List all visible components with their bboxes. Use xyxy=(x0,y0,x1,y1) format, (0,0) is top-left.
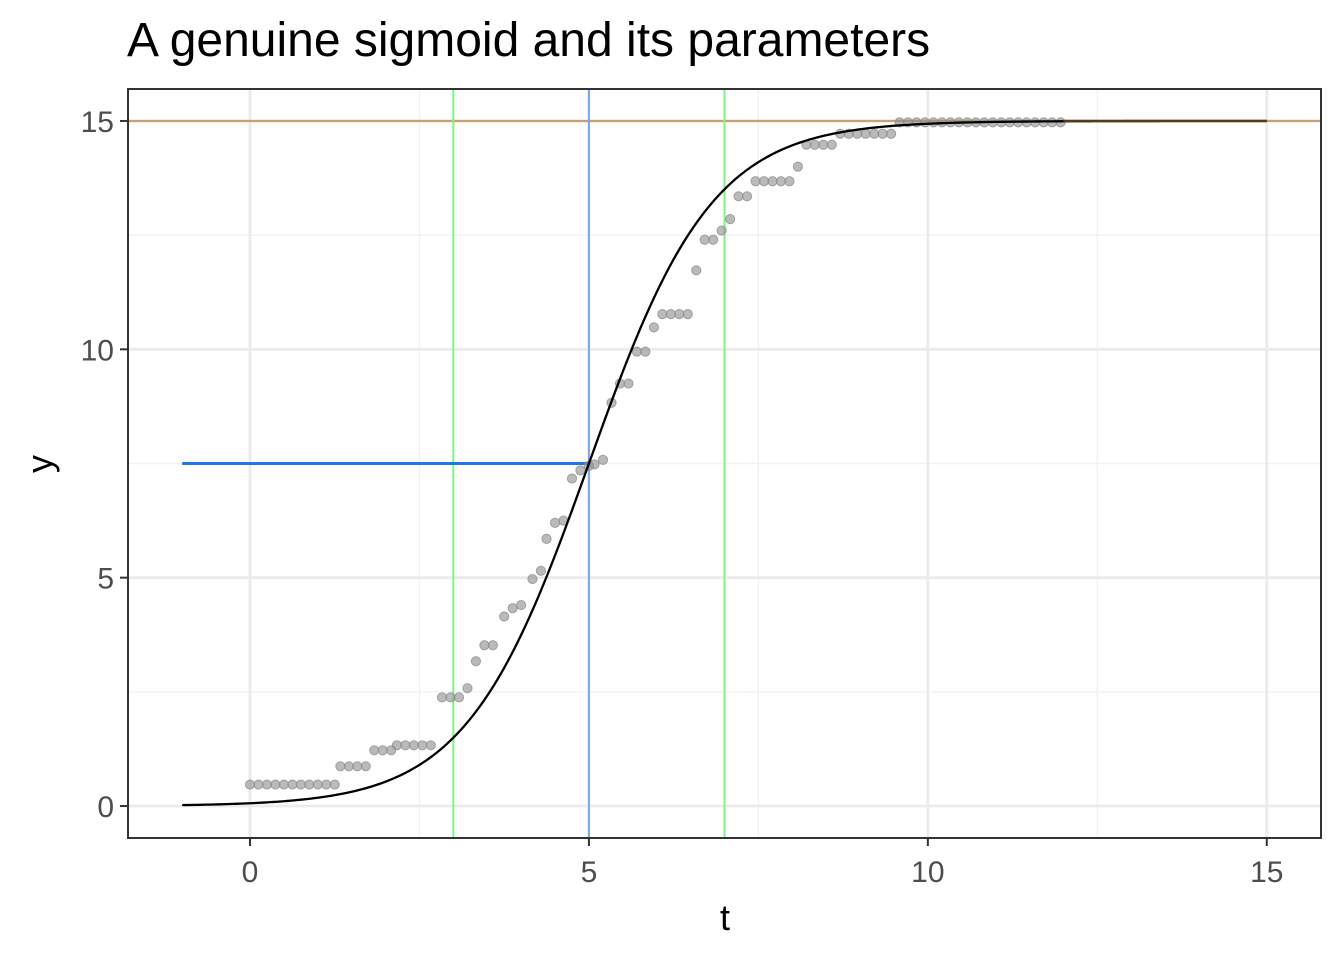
data-point xyxy=(436,692,448,703)
data-point xyxy=(775,176,787,187)
y-tick-label: 0 xyxy=(97,791,114,824)
data-point xyxy=(462,683,473,694)
data-point xyxy=(575,465,586,476)
data-point xyxy=(784,176,795,187)
data-point xyxy=(818,139,829,150)
data-point xyxy=(665,309,676,320)
data-point xyxy=(417,740,428,751)
data-point xyxy=(470,656,482,667)
x-axis: 0 5 10 15 xyxy=(242,838,1283,889)
data-point xyxy=(445,692,456,703)
data-point xyxy=(535,565,547,576)
data-point xyxy=(725,214,736,225)
x-tick-label: 5 xyxy=(581,856,598,889)
data-point xyxy=(335,761,346,772)
data-point xyxy=(369,745,380,756)
data-point xyxy=(312,779,323,790)
data-point xyxy=(767,176,778,187)
data-point xyxy=(549,517,561,528)
data-point xyxy=(758,176,770,187)
data-point xyxy=(809,139,820,150)
data-point xyxy=(597,454,609,465)
data-point xyxy=(741,191,753,202)
data-point xyxy=(343,761,354,772)
y-tick-label: 5 xyxy=(97,563,114,596)
data-point xyxy=(453,692,465,703)
data-point xyxy=(733,191,744,202)
data-point xyxy=(352,761,363,772)
data-point xyxy=(507,603,518,614)
data-point xyxy=(329,779,340,790)
data-point xyxy=(682,309,693,320)
data-point xyxy=(425,740,436,751)
y-tick-label: 15 xyxy=(81,106,114,139)
x-axis-title: t xyxy=(720,897,730,938)
data-point xyxy=(253,779,264,790)
data-point xyxy=(261,779,273,790)
data-point xyxy=(750,176,761,187)
y-axis-title: y xyxy=(19,455,60,473)
data-point xyxy=(566,473,578,484)
data-point xyxy=(408,740,419,751)
plot-panel xyxy=(127,88,1322,839)
data-point xyxy=(716,225,727,236)
data-point xyxy=(640,346,651,357)
data-point xyxy=(304,779,315,790)
data-point xyxy=(391,740,402,751)
data-point xyxy=(860,128,871,139)
data-point xyxy=(691,265,702,276)
data-point xyxy=(623,378,634,389)
data-point xyxy=(278,779,290,790)
data-point xyxy=(631,346,643,357)
data-point xyxy=(648,322,659,333)
data-point xyxy=(479,640,490,651)
data-point xyxy=(657,309,668,320)
data-point xyxy=(699,234,710,245)
data-point xyxy=(400,740,411,751)
data-point xyxy=(886,128,897,139)
data-point xyxy=(377,745,388,756)
panel-border xyxy=(127,88,1322,839)
data-point xyxy=(244,779,256,790)
data-point xyxy=(826,139,837,150)
data-point xyxy=(792,161,804,172)
x-tick-label: 15 xyxy=(1250,856,1283,889)
data-point xyxy=(487,640,498,651)
data-point xyxy=(869,128,880,139)
data-point xyxy=(919,117,931,128)
data-point xyxy=(674,309,685,320)
data-point xyxy=(877,128,888,139)
data-point xyxy=(708,234,719,245)
y-tick-label: 10 xyxy=(81,334,114,367)
sigmoid-curve-layer xyxy=(182,119,1267,807)
y-axis: 0 5 10 15 xyxy=(81,106,128,824)
data-point xyxy=(527,573,538,585)
data-point xyxy=(270,779,281,790)
data-point xyxy=(360,761,371,772)
data-point xyxy=(295,779,306,790)
data-point xyxy=(499,611,510,622)
chart-title: A genuine sigmoid and its parameters xyxy=(127,14,930,67)
data-point xyxy=(321,779,332,790)
data-point xyxy=(541,533,552,544)
data-point xyxy=(516,599,527,611)
x-tick-label: 10 xyxy=(911,856,944,889)
data-point xyxy=(287,779,298,790)
data-point xyxy=(589,459,600,470)
x-tick-label: 0 xyxy=(242,856,259,889)
